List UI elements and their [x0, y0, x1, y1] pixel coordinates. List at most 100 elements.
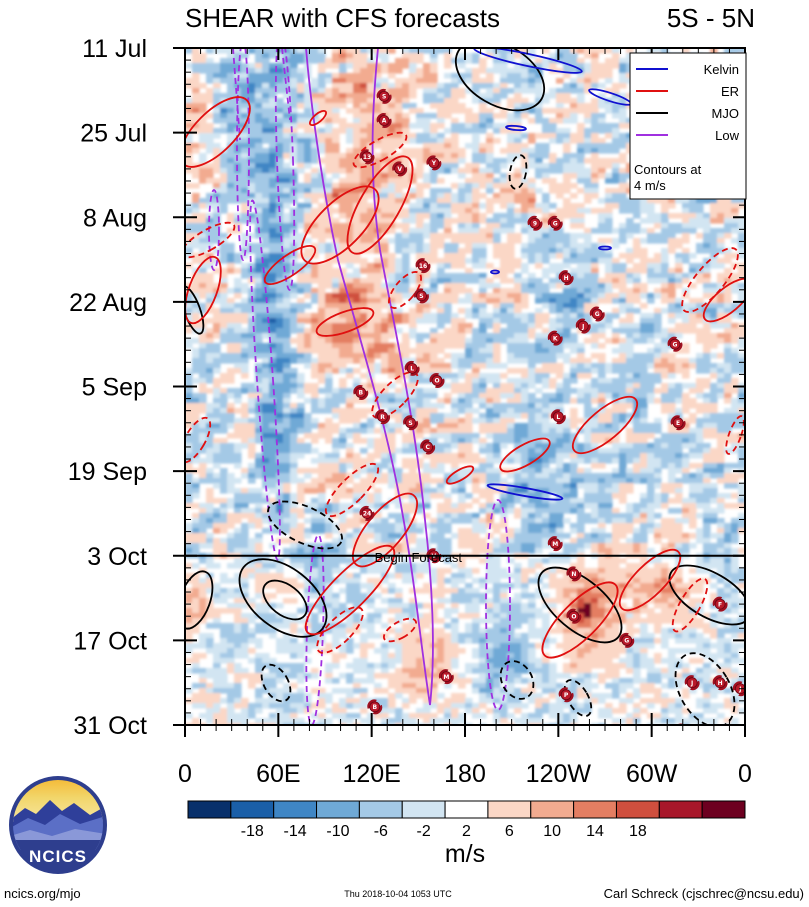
storm-label: G — [673, 341, 678, 348]
storm-marker: S — [577, 887, 592, 902]
x-tick-label: 120E — [342, 760, 400, 788]
y-tick-label: 3 Oct — [87, 543, 147, 571]
kelvin-contour — [505, 124, 527, 132]
storm-marker: H — [712, 675, 728, 691]
ncics-logo: NCICS — [9, 776, 107, 874]
storm-circle — [676, 726, 686, 736]
storm-marker: L — [404, 360, 420, 376]
er-contour — [263, 245, 317, 285]
storm-marker: L — [550, 409, 566, 425]
storm-circle — [549, 538, 561, 550]
storm-circle — [672, 417, 684, 429]
storm-label: J — [581, 323, 584, 330]
y-tick-label: 25 Jul — [80, 120, 147, 148]
storm-circle — [549, 332, 561, 344]
storm-circle — [621, 634, 633, 646]
er-contour — [352, 131, 408, 169]
storm-circle — [670, 835, 680, 845]
kelvin-contour — [486, 483, 564, 501]
storm-circle — [378, 90, 390, 102]
legend-label: ER — [721, 84, 739, 99]
kelvin-contour — [490, 269, 500, 275]
er-contour — [571, 395, 639, 455]
storm-label: R — [380, 414, 385, 421]
colorbar-swatch — [187, 800, 232, 819]
storm-label: K — [708, 831, 713, 838]
colorbar-label: 10 — [543, 823, 561, 840]
storm-label: 16 — [419, 263, 427, 270]
storm-circle — [529, 217, 541, 229]
colorbar: -18 -14 -10 -6 -2 2 6 10 14 18 — [187, 800, 746, 840]
storm-circle — [361, 151, 373, 163]
x-tick-label: 60E — [256, 760, 300, 788]
colorbar-swatch — [615, 800, 660, 819]
colorbar-swatch — [701, 800, 746, 819]
storm-marker: 13 — [359, 149, 375, 165]
storm-label: C — [425, 444, 430, 451]
axis-ticks: 11 Jul 25 Jul 8 Aug 22 Aug 5 Sep 19 Sep 3 Oct 1… — [68, 35, 752, 788]
storm-marker: 24 — [359, 505, 375, 521]
storm-marker: P — [558, 687, 574, 703]
y-tick-label: 11 Jul — [82, 35, 147, 63]
storm-marker: L — [428, 863, 443, 878]
storm-label: P — [564, 692, 569, 699]
low-contour — [232, 48, 291, 141]
colorbar-swatch — [573, 800, 617, 819]
storm-circle — [661, 823, 671, 833]
storm-circle — [355, 387, 367, 398]
storm-swirl-icon — [668, 832, 683, 847]
er-contour — [316, 606, 364, 654]
chart-title: SHEAR with CFS forecasts — [185, 3, 500, 33]
mjo-contour — [238, 558, 328, 638]
storm-swirl-icon — [703, 826, 718, 841]
storm-label: H — [564, 275, 569, 282]
storm-marker: M — [438, 669, 454, 685]
storm-circle — [428, 157, 440, 169]
storm-label: S — [382, 94, 386, 101]
storm-label: 24 — [363, 511, 371, 518]
er-contour — [445, 465, 475, 485]
storm-label: O — [434, 378, 439, 385]
low-contour — [485, 499, 511, 711]
storm-label: J — [679, 728, 682, 735]
storm-label: 13 — [363, 154, 371, 161]
colorbar-label: -6 — [374, 823, 388, 840]
storm-circle — [418, 859, 428, 869]
mjo-contour — [454, 48, 546, 112]
storm-label: L — [434, 867, 438, 874]
er-contour — [618, 548, 682, 612]
mjo-contour — [563, 679, 593, 717]
storm-marker: J — [575, 318, 591, 334]
storm-swirl-icon — [414, 875, 429, 890]
storm-circle — [394, 163, 406, 175]
colorbar-label: 18 — [629, 823, 647, 840]
storm-marker: J — [684, 675, 700, 691]
storm-label: N — [571, 571, 576, 578]
legend-label: Low — [715, 128, 739, 143]
storm-marker: O — [429, 373, 445, 388]
footer-timestamp: Thu 2018-10-04 1053 UTC — [344, 889, 452, 899]
x-tick-label: 180 — [444, 760, 486, 788]
storm-markers: SA13VY9G16SHJGKGLBRSOLEC24MNVOGFMPJHJB1J… — [353, 88, 745, 902]
storm-circle — [494, 889, 504, 899]
er-contour — [725, 415, 745, 455]
storm-marker: B — [353, 385, 369, 400]
storm-marker: G — [547, 215, 563, 231]
storm-swirl-icon — [570, 851, 585, 866]
storm-marker: N — [566, 566, 582, 582]
storm-marker: E — [670, 415, 686, 431]
er-contour — [185, 416, 212, 464]
storm-circle — [577, 320, 589, 332]
storm-marker: G — [667, 336, 683, 352]
storm-marker: R — [570, 851, 585, 866]
colorbar-swatch — [444, 800, 489, 819]
storm-circle — [568, 568, 580, 580]
colorbar-swatch — [316, 800, 360, 819]
mjo-contour — [668, 564, 745, 626]
low-contour — [208, 189, 220, 271]
colorbar-swatch — [273, 800, 318, 819]
kelvin-contour — [598, 245, 612, 251]
storm-marker: 9 — [527, 215, 543, 231]
storm-label: B — [372, 704, 377, 711]
storm-marker: 11 — [658, 820, 673, 835]
